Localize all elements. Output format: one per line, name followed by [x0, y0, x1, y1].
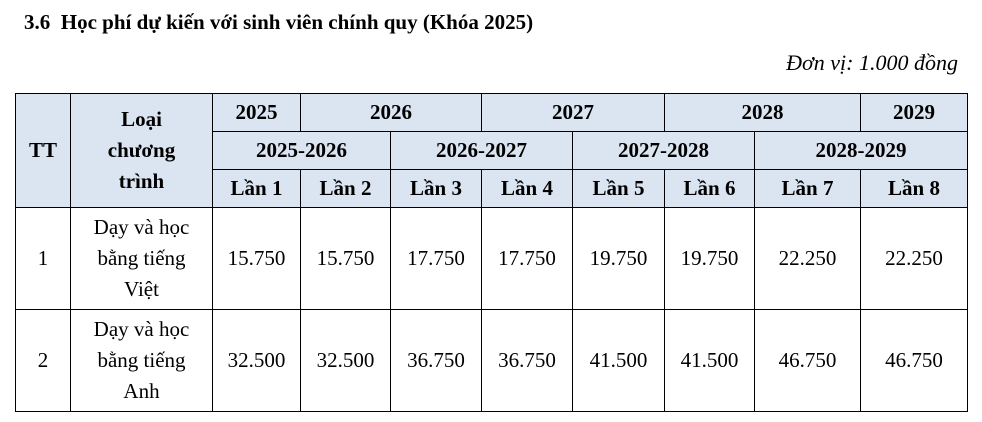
installment-header: Lần 2: [300, 169, 391, 208]
fee-cell: 41.500: [664, 309, 755, 412]
year-header: 2029: [860, 93, 968, 132]
year-header: 2028: [664, 93, 861, 132]
school-year-header: 2026-2027: [390, 131, 573, 170]
program-text: Dạy và học bằng tiếng Anh: [93, 317, 190, 403]
fee-cell: 46.750: [860, 309, 968, 412]
fee-cell: 32.500: [300, 309, 391, 412]
header-text: Loại chương trình: [107, 107, 176, 193]
installment-header: Lần 1: [212, 169, 301, 208]
year-header: 2025: [212, 93, 301, 132]
fee-cell: 32.500: [212, 309, 301, 412]
installment-header: Lần 8: [860, 169, 968, 208]
school-year-header: 2028-2029: [754, 131, 968, 170]
fee-cell: 15.750: [212, 207, 301, 310]
fee-cell: 17.750: [390, 207, 482, 310]
fee-cell: 36.750: [390, 309, 482, 412]
fee-cell: 46.750: [754, 309, 861, 412]
installment-header: Lần 6: [664, 169, 755, 208]
program-text: Dạy và học bằng tiếng Việt: [93, 215, 190, 301]
fee-cell: 15.750: [300, 207, 391, 310]
tuition-table: TT Loại chương trình 2025 2026 2027 2028…: [15, 93, 968, 412]
school-year-header: 2027-2028: [572, 131, 755, 170]
fee-cell: 22.250: [860, 207, 968, 310]
fee-cell: 17.750: [481, 207, 573, 310]
header-cell: Loại chương trình: [70, 93, 213, 208]
index-cell: 1: [15, 207, 71, 310]
fee-cell: 19.750: [572, 207, 665, 310]
program-cell: Dạy và học bằng tiếng Anh: [70, 309, 213, 412]
school-year-header: 2025-2026: [212, 131, 391, 170]
installment-header: Lần 7: [754, 169, 861, 208]
unit-note: Đơn vị: 1.000 đồng: [786, 50, 958, 75]
fee-cell: 22.250: [754, 207, 861, 310]
installment-header: Lần 5: [572, 169, 665, 208]
installment-header: Lần 3: [390, 169, 482, 208]
fee-cell: 36.750: [481, 309, 573, 412]
index-cell: 2: [15, 309, 71, 412]
header-cell: TT: [15, 93, 71, 208]
section-title: 3.6 Học phí dự kiến với sinh viên chính …: [24, 10, 534, 34]
fee-cell: 41.500: [572, 309, 665, 412]
installment-header: Lần 4: [481, 169, 573, 208]
fee-cell: 19.750: [664, 207, 755, 310]
year-header: 2026: [300, 93, 482, 132]
program-cell: Dạy và học bằng tiếng Việt: [70, 207, 213, 310]
year-header: 2027: [481, 93, 665, 132]
